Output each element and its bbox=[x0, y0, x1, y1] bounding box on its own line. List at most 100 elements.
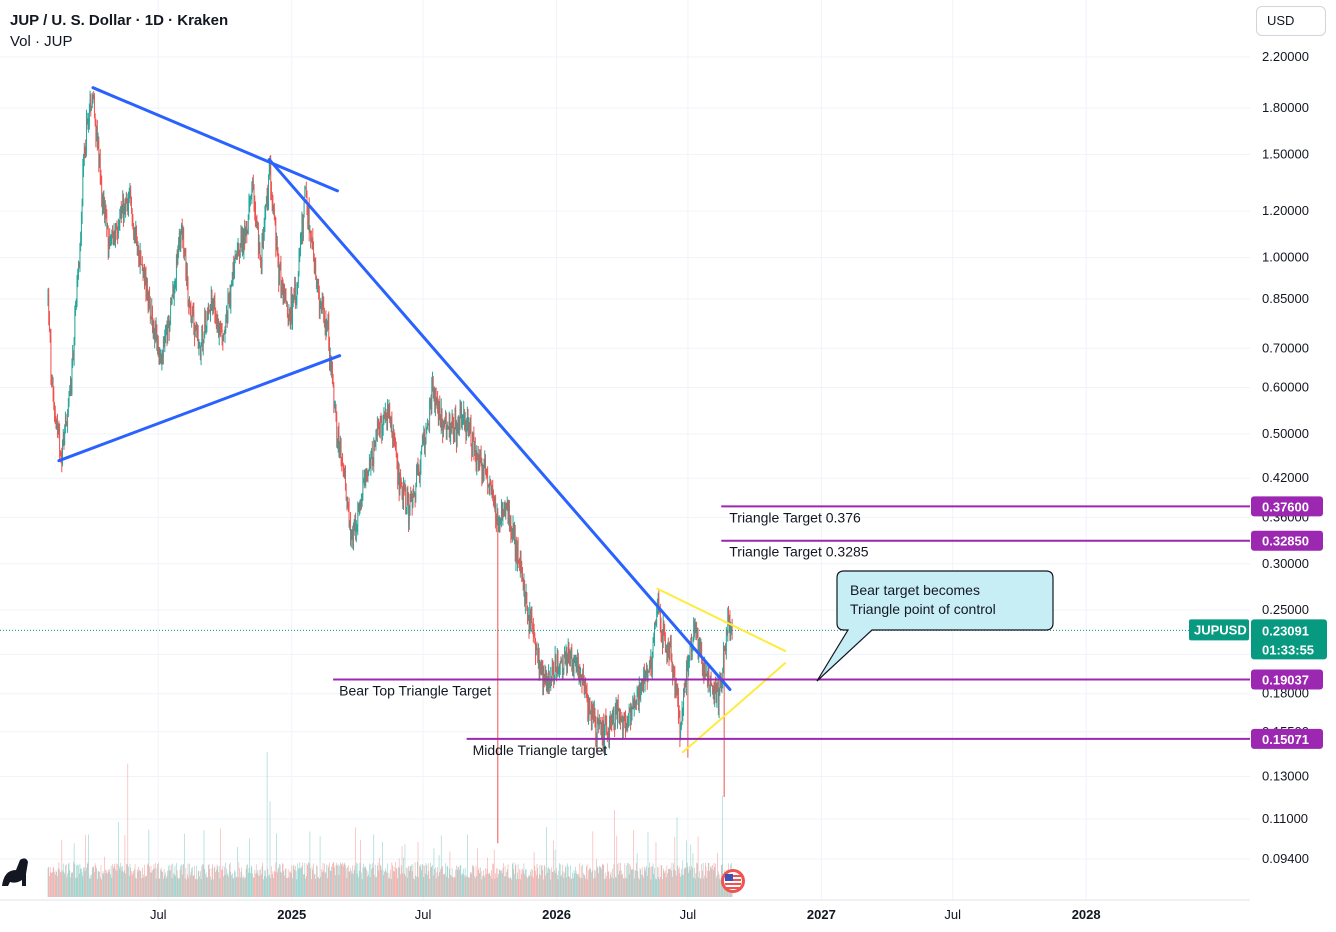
volume-bar bbox=[144, 877, 146, 897]
volume-bar bbox=[599, 867, 601, 897]
volume-bar bbox=[137, 871, 139, 897]
volume-legend[interactable]: Vol · JUP bbox=[10, 33, 73, 50]
volume-bar bbox=[541, 864, 543, 897]
candle-body bbox=[663, 623, 665, 628]
volume-bar bbox=[467, 876, 469, 897]
candle-body bbox=[457, 417, 459, 433]
candle-body bbox=[697, 634, 699, 658]
symbol-label: JUPUSD bbox=[1194, 622, 1247, 637]
volume-bar bbox=[233, 878, 235, 897]
candle-body bbox=[654, 625, 655, 639]
volume-bar bbox=[632, 868, 634, 897]
candle-body bbox=[559, 662, 561, 669]
volume-bar bbox=[546, 827, 547, 897]
candle-body bbox=[49, 316, 50, 330]
candle-body bbox=[639, 683, 641, 697]
volume-bar bbox=[689, 870, 691, 897]
symbol-title[interactable]: JUP / U. S. Dollar · 1D · Kraken bbox=[10, 12, 229, 29]
price-tick-label: 0.60000 bbox=[1262, 379, 1309, 394]
volume-bar bbox=[504, 866, 506, 897]
candle-body bbox=[394, 436, 396, 443]
candle-body bbox=[292, 297, 293, 320]
volume-bar bbox=[458, 866, 459, 897]
candle-body bbox=[58, 423, 60, 431]
volume-bar bbox=[392, 865, 393, 897]
candle-body bbox=[140, 250, 142, 264]
candle-body bbox=[321, 299, 323, 313]
volume-bar bbox=[350, 870, 352, 897]
candle-body bbox=[298, 254, 300, 276]
candle-body bbox=[290, 313, 291, 325]
volume-bar bbox=[527, 878, 528, 897]
candle-body bbox=[596, 718, 598, 741]
candle-body bbox=[731, 628, 732, 632]
candle-body bbox=[555, 655, 557, 669]
candle-body bbox=[729, 620, 731, 632]
volume-bar bbox=[517, 872, 518, 897]
candle-body bbox=[523, 582, 525, 589]
time-axis[interactable]: Jul 2025 Jul 2026 Jul 2027 Jul 2028 bbox=[0, 899, 1250, 932]
candle-body bbox=[341, 457, 343, 463]
volume-bar bbox=[437, 867, 438, 897]
candle-body bbox=[250, 198, 251, 202]
volume-bar bbox=[349, 871, 351, 897]
volume-bar bbox=[662, 879, 663, 897]
candle-body bbox=[327, 313, 329, 323]
volume-bar bbox=[699, 878, 701, 897]
volume-bar bbox=[559, 864, 561, 897]
volume-bar bbox=[199, 876, 200, 897]
volume-bar bbox=[476, 876, 478, 897]
candle-body bbox=[537, 648, 539, 659]
volume-bar bbox=[308, 862, 309, 897]
candle-body bbox=[52, 382, 54, 394]
currency-button[interactable]: USD bbox=[1256, 6, 1326, 36]
candle-body bbox=[353, 531, 354, 548]
price-axis-bg bbox=[1250, 0, 1336, 932]
volume-bar bbox=[432, 875, 434, 897]
volume-bar bbox=[361, 872, 362, 897]
volume-bar bbox=[580, 878, 581, 897]
candle-body bbox=[283, 289, 285, 299]
candle-body bbox=[464, 409, 465, 425]
candle-body bbox=[536, 645, 538, 649]
candle-body bbox=[599, 720, 601, 722]
candle-body bbox=[667, 644, 668, 656]
candle-body bbox=[70, 382, 71, 394]
volume-bar bbox=[411, 864, 412, 897]
volume-bar bbox=[399, 867, 401, 897]
candle-body bbox=[192, 310, 194, 312]
volume-bar bbox=[546, 872, 548, 897]
candle-body bbox=[418, 467, 420, 476]
volume-bar bbox=[544, 866, 546, 897]
chart-legend: JUP / U. S. Dollar · 1D · Kraken Vol · J… bbox=[10, 10, 228, 52]
candle-body bbox=[388, 408, 389, 412]
volume-bar bbox=[181, 864, 182, 897]
candle-body bbox=[274, 208, 275, 217]
volume-bar bbox=[562, 871, 564, 897]
volume-bar bbox=[530, 868, 532, 897]
candle-body bbox=[94, 114, 96, 122]
candle-body bbox=[439, 404, 441, 419]
candle-body bbox=[220, 324, 222, 329]
volume-bar bbox=[623, 878, 625, 897]
volume-bar bbox=[615, 876, 616, 897]
volume-bar bbox=[523, 863, 525, 897]
candle-body bbox=[288, 309, 290, 324]
volume-bar bbox=[643, 877, 644, 897]
volume-bar bbox=[474, 876, 475, 897]
candle-body bbox=[59, 430, 60, 451]
volume-bar bbox=[353, 869, 355, 897]
volume-bar bbox=[367, 871, 369, 897]
volume-bar bbox=[152, 870, 153, 897]
volume-bar bbox=[159, 878, 161, 897]
candle-body bbox=[104, 199, 105, 219]
candle-body bbox=[347, 502, 348, 508]
candle-body bbox=[268, 178, 269, 204]
candle-body bbox=[259, 242, 261, 255]
volume-bar bbox=[192, 875, 194, 897]
candle-body bbox=[287, 303, 288, 316]
price-axis[interactable]: 2.200001.800001.500001.200001.000000.850… bbox=[1189, 0, 1336, 932]
candle-body bbox=[677, 691, 679, 697]
symbol-badge bbox=[1189, 619, 1249, 641]
